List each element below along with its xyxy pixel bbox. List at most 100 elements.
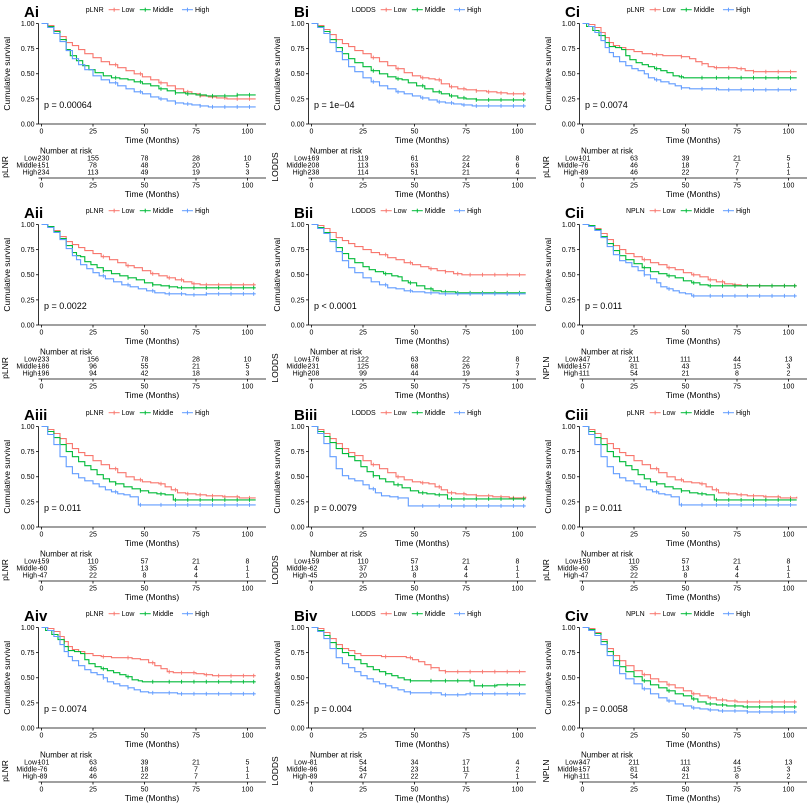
- risk-count: 8: [516, 156, 520, 163]
- risk-count: 21: [733, 559, 741, 566]
- km-panel-Ai: Ai pLNR Low Middle High 1.00 0.75 0.50 0.25 0.00 C…: [0, 0, 270, 202]
- risk-count: 15: [733, 364, 741, 371]
- risk-x-tick-label: 100: [242, 384, 254, 391]
- km-curve-middle: [41, 626, 256, 683]
- risk-count: 15: [733, 767, 741, 774]
- risk-count: 4: [516, 760, 520, 767]
- x-axis-title: Time (Months): [666, 739, 721, 749]
- risk-count: 28: [192, 357, 200, 364]
- km-curve-low: [582, 22, 797, 73]
- risk-table-header: Number at risk: [581, 751, 634, 760]
- y-tick-label: 0.00: [562, 524, 576, 531]
- risk-count: 3: [787, 364, 791, 371]
- risk-count: 13: [411, 566, 419, 573]
- km-panel-Aii: Aii pLNR Low Middle High 1.00 0.75 0.50 0.25 0.00…: [0, 201, 270, 403]
- risk-count: 8: [735, 774, 739, 781]
- p-value-label: p = 0.0074: [44, 704, 87, 714]
- x-tick-label: 0: [310, 733, 314, 740]
- risk-row-label: High: [293, 170, 308, 177]
- risk-x-axis-title: Time (Months): [125, 189, 180, 199]
- y-tick-label: 0.75: [21, 247, 35, 254]
- risk-count: 76: [581, 163, 589, 170]
- y-tick-label: 1.00: [562, 21, 576, 28]
- risk-count: 3: [246, 170, 250, 177]
- risk-x-tick-label: 50: [411, 586, 419, 593]
- km-curve-low: [311, 223, 526, 276]
- risk-count: 8: [246, 559, 250, 566]
- y-tick-label: 0.25: [21, 297, 35, 304]
- risk-count: 122: [357, 357, 369, 364]
- risk-count: 234: [38, 170, 50, 177]
- risk-count: 46: [630, 163, 638, 170]
- risk-group-label: pLNR: [0, 156, 10, 178]
- risk-group-label: LODDS: [270, 555, 280, 585]
- km-curve-middle: [41, 223, 256, 289]
- risk-count: 157: [579, 767, 591, 774]
- risk-count: 13: [141, 566, 149, 573]
- x-tick-label: 0: [310, 129, 314, 136]
- panel-label: Biv: [294, 608, 318, 625]
- panel-label: Aiv: [24, 608, 48, 625]
- risk-x-tick-label: 50: [682, 586, 690, 593]
- risk-count: 18: [682, 163, 690, 170]
- p-value-label: p = 1e−04: [314, 100, 355, 110]
- risk-count: 4: [464, 573, 468, 580]
- risk-x-axis-title: Time (Months): [395, 189, 450, 199]
- risk-row-label: Middle: [16, 163, 37, 170]
- y-tick-label: 0.00: [291, 322, 305, 329]
- risk-x-tick-label: 25: [630, 183, 638, 190]
- risk-count: 8: [735, 371, 739, 378]
- km-curve-high: [311, 425, 526, 507]
- risk-x-tick-label: 75: [733, 787, 741, 794]
- km-curve-middle: [311, 425, 526, 500]
- legend-item-label: High: [195, 208, 210, 215]
- risk-count: 8: [684, 573, 688, 580]
- risk-count: 54: [359, 760, 367, 767]
- y-tick-label: 0.25: [291, 700, 305, 707]
- km-curve-high: [41, 22, 256, 108]
- km-curve-middle: [41, 22, 256, 97]
- risk-count: 233: [38, 357, 50, 364]
- risk-count: 35: [89, 566, 97, 573]
- y-axis-title: Cumulative survival: [543, 440, 553, 514]
- risk-count: 101: [38, 760, 50, 767]
- y-tick-label: 0.25: [562, 499, 576, 506]
- risk-count: 63: [411, 357, 419, 364]
- risk-count: 1: [246, 573, 250, 580]
- risk-count: 7: [194, 767, 198, 774]
- risk-count: 78: [141, 357, 149, 364]
- y-tick-label: 0.00: [21, 725, 35, 732]
- risk-count: 78: [141, 156, 149, 163]
- km-curve-high: [311, 223, 526, 295]
- km-panel-Bii: Bii LODDS Low Middle High 1.00 0.75 0.50 0.25 0.0…: [270, 201, 540, 403]
- x-axis-title: Time (Months): [395, 538, 450, 548]
- y-tick-label: 0.50: [562, 272, 576, 279]
- risk-x-tick-label: 25: [359, 586, 367, 593]
- risk-x-tick-label: 100: [783, 586, 795, 593]
- risk-x-axis-title: Time (Months): [125, 390, 180, 400]
- km-curve-low: [311, 22, 526, 95]
- risk-row-label: Low: [24, 760, 38, 767]
- risk-count: 46: [630, 170, 638, 177]
- x-tick-label: 100: [512, 532, 524, 539]
- risk-row-label: Low: [294, 559, 308, 566]
- risk-count: 39: [682, 156, 690, 163]
- risk-row-label: Low: [24, 156, 38, 163]
- risk-count: 21: [682, 774, 690, 781]
- y-tick-label: 0.00: [291, 121, 305, 128]
- legend-item-label: Middle: [153, 410, 174, 417]
- legend-group-label: pLNR: [86, 208, 104, 215]
- x-tick-label: 25: [89, 733, 97, 740]
- y-tick-label: 1.00: [291, 625, 305, 632]
- risk-count: 156: [87, 357, 99, 364]
- risk-count: 24: [462, 163, 470, 170]
- y-tick-label: 0.75: [21, 650, 35, 657]
- legend-group-label: pLNR: [86, 410, 104, 417]
- x-tick-label: 75: [462, 129, 470, 136]
- risk-row-label: Low: [294, 156, 308, 163]
- risk-row-label: Middle: [286, 364, 307, 371]
- y-tick-label: 0.75: [562, 449, 576, 456]
- risk-x-tick-label: 25: [630, 586, 638, 593]
- y-tick-label: 0.25: [562, 297, 576, 304]
- p-value-label: p = 0.011: [585, 503, 622, 513]
